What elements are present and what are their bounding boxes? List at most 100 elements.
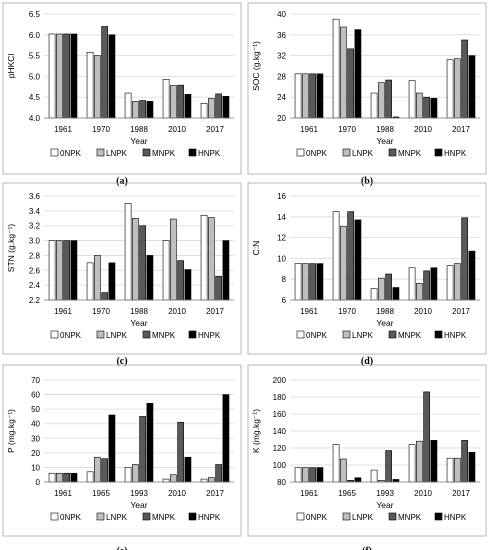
y-tick-label: 3.6 (29, 192, 41, 201)
bar-hnpk-2017 (468, 55, 476, 119)
legend-swatch-mnpk (388, 148, 397, 157)
legend-label-lnpk: LNPK (106, 149, 128, 158)
bar-lnpk-2017 (454, 457, 461, 483)
legend-label-mnpk: MNPK (152, 513, 176, 522)
bar-lnpk-1961 (56, 240, 63, 301)
x-tick-label: 1965 (92, 489, 110, 498)
bar-mnpk-1988 (139, 100, 146, 119)
bar-0npk-2010 (162, 240, 170, 301)
y-tick-label: 20 (277, 114, 286, 123)
bar-lnpk-1988 (132, 101, 139, 119)
legend-swatch-0npk (296, 148, 305, 157)
y-tick-label: 5.0 (29, 72, 41, 81)
y-tick-label: 180 (273, 393, 287, 402)
bar-lnpk-1965 (94, 456, 101, 483)
legend-label-0npk: 0NPK (60, 331, 82, 340)
panel-border (2, 364, 242, 537)
bar-0npk-2017 (200, 103, 208, 119)
bar-lnpk-1961 (302, 73, 309, 119)
chart-panel-c: 2.2 2.4 2.6 2.8 3.0 3.2 3.4 3.6 1961 1970 1988 2010… (2, 182, 242, 355)
x-tick-label: 2017 (206, 489, 224, 498)
x-tick-label: 1970 (92, 307, 110, 316)
x-tick-label: 2010 (414, 489, 432, 498)
bar-0npk-1993 (124, 467, 132, 483)
panel-border (247, 364, 487, 537)
bar-hnpk-1970 (354, 219, 362, 301)
bar-hnpk-1993 (146, 403, 154, 483)
panel-border (2, 182, 242, 355)
x-tick-label: 2010 (168, 125, 186, 134)
legend-label-lnpk: LNPK (106, 513, 128, 522)
y-tick-label: 14 (277, 213, 286, 222)
bar-lnpk-2010 (416, 283, 423, 301)
legend-swatch-hnpk (434, 148, 443, 157)
bar-mnpk-2010 (177, 260, 184, 301)
x-axis-title: Year (376, 136, 393, 146)
y-tick-label: 6.0 (29, 31, 41, 40)
legend-swatch-hnpk (434, 330, 443, 339)
bar-hnpk-1988 (146, 101, 154, 119)
legend-swatch-mnpk (142, 148, 151, 157)
y-tick-label: 200 (273, 376, 287, 385)
bar-hnpk-1961 (316, 263, 324, 301)
bar-0npk-1988 (124, 92, 132, 119)
bar-hnpk-2010 (184, 93, 192, 119)
bar-lnpk-2017 (208, 217, 215, 301)
bar-mnpk-1965 (101, 458, 108, 483)
bar-mnpk-2017 (461, 39, 468, 119)
y-tick-label: 0 (36, 478, 41, 487)
panel-caption: (d) (361, 356, 373, 367)
bar-lnpk-1961 (56, 472, 63, 483)
x-tick-label: 2017 (452, 307, 470, 316)
chart-panel-e: 0 10 20 30 40 50 60 70 1961 1965 1993 2010 2017 Year P… (2, 364, 242, 537)
y-tick-label: 80 (277, 478, 286, 487)
legend-label-hnpk: HNPK (444, 331, 467, 340)
y-tick-label: 36 (277, 31, 286, 40)
y-tick-label: 100 (273, 461, 287, 470)
bar-0npk-1965 (86, 471, 94, 483)
bar-0npk-2010 (408, 80, 416, 119)
y-tick-label: 50 (31, 405, 40, 414)
y-tick-label: 6.5 (29, 10, 41, 19)
legend-swatch-lnpk (342, 330, 351, 339)
bar-mnpk-2010 (423, 96, 430, 119)
bar-mnpk-1988 (139, 225, 146, 301)
bar-0npk-1970 (86, 51, 94, 119)
chart-panel-b: 20 24 28 32 36 40 1961 1970 1988 2010 2017 Year SOC … (247, 2, 487, 175)
bar-mnpk-1970 (347, 48, 354, 119)
bar-0npk-2017 (200, 215, 208, 301)
legend-swatch-hnpk (434, 512, 443, 521)
y-tick-label: 8 (282, 275, 287, 284)
x-tick-label: 1961 (54, 307, 72, 316)
panel-caption: (f) (362, 546, 372, 550)
bar-lnpk-2017 (208, 477, 215, 483)
legend-swatch-mnpk (388, 512, 397, 521)
legend-swatch-0npk (296, 330, 305, 339)
x-tick-label: 1965 (338, 489, 356, 498)
bar-0npk-2010 (162, 79, 170, 119)
bar-mnpk-1961 (63, 240, 70, 301)
bar-mnpk-1993 (385, 450, 392, 483)
bar-0npk-1993 (370, 469, 378, 483)
legend-label-0npk: 0NPK (306, 331, 328, 340)
x-tick-label: 1970 (92, 125, 110, 134)
x-tick-label: 2010 (168, 307, 186, 316)
bar-mnpk-2010 (177, 84, 184, 119)
bar-lnpk-2017 (454, 58, 461, 119)
legend-label-0npk: 0NPK (60, 149, 82, 158)
bar-hnpk-1970 (108, 262, 116, 301)
bar-mnpk-1961 (309, 263, 316, 301)
bar-hnpk-2010 (184, 269, 192, 301)
legend-swatch-mnpk (388, 330, 397, 339)
bar-hnpk-2017 (222, 394, 230, 483)
bar-mnpk-1993 (139, 416, 146, 483)
y-tick-label: 2.4 (29, 281, 41, 290)
panel-border (247, 182, 487, 355)
y-axis-title: SOC (g.kg⁻¹) (251, 41, 261, 91)
bar-hnpk-1961 (70, 240, 78, 301)
panel-caption: (c) (116, 356, 127, 367)
bar-0npk-2010 (408, 444, 416, 483)
x-tick-label: 2017 (206, 307, 224, 316)
bar-mnpk-1961 (63, 472, 70, 483)
y-tick-label: 6 (282, 296, 287, 305)
